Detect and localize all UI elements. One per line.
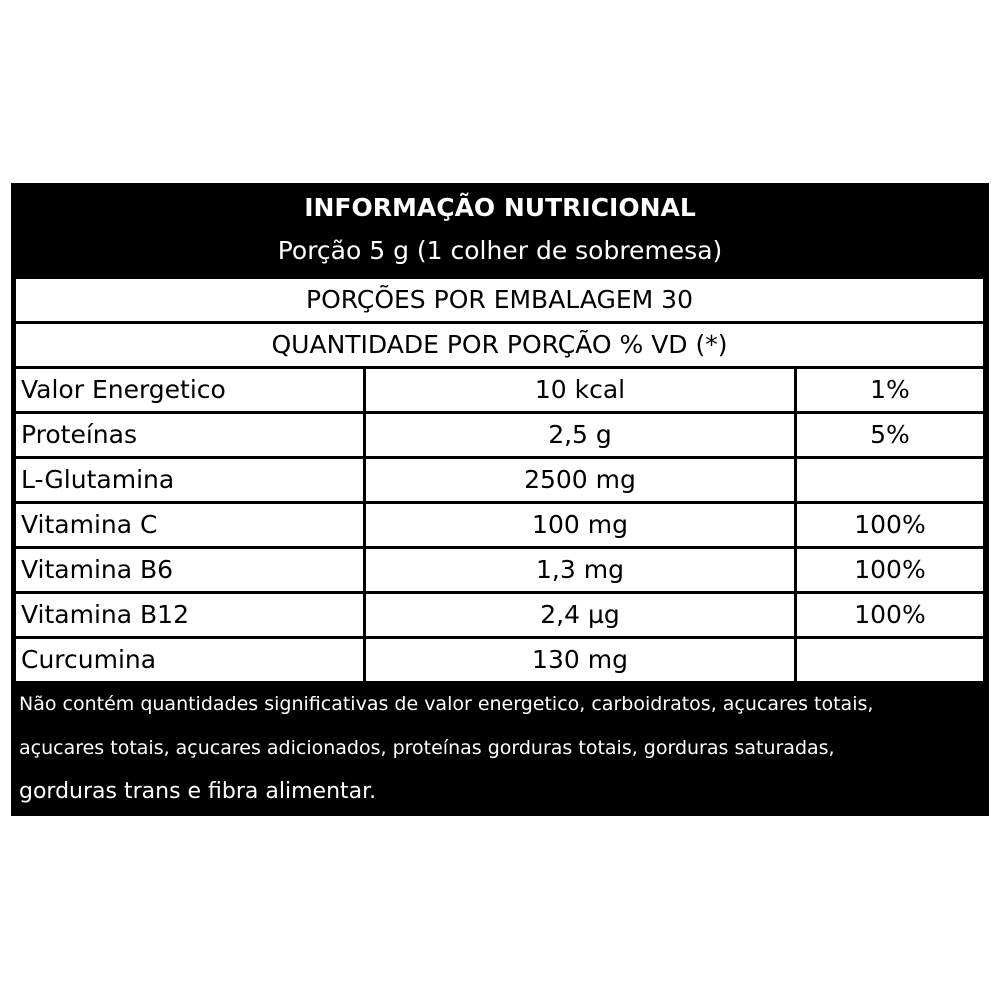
nutrient-quantity: 1,3 mg (366, 549, 794, 591)
table-row: Valor Energetico 10 kcal 1% (16, 369, 983, 411)
nutrient-name: Curcumina (16, 639, 363, 681)
nutrient-daily-value (797, 459, 983, 501)
footnote-line: açucares totais, açucares adicionados, p… (19, 737, 835, 759)
table-row: L-Glutamina 2500 mg (16, 459, 983, 501)
label-header: INFORMAÇÃO NUTRICIONAL Porção 5 g (1 col… (11, 183, 989, 275)
nutrient-quantity: 130 mg (366, 639, 794, 681)
nutrient-daily-value: 5% (797, 414, 983, 456)
table-row: Proteínas 2,5 g 5% (16, 414, 983, 456)
nutrient-name: Vitamina B12 (16, 594, 363, 636)
nutrient-quantity: 2500 mg (366, 459, 794, 501)
table-row: Vitamina B12 2,4 µg 100% (16, 594, 983, 636)
quantity-header: QUANTIDADE POR PORÇÃO % VD (*) (16, 324, 983, 366)
table-row: Vitamina C 100 mg 100% (16, 504, 983, 546)
nutrient-name: Valor Energetico (16, 369, 363, 411)
nutrient-quantity: 2,5 g (366, 414, 794, 456)
label-title: INFORMAÇÃO NUTRICIONAL (304, 193, 696, 222)
nutrient-daily-value: 100% (797, 504, 983, 546)
nutrient-name: Vitamina B6 (16, 549, 363, 591)
nutrient-name: Proteínas (16, 414, 363, 456)
nutrient-name: L-Glutamina (16, 459, 363, 501)
servings-per-package: PORÇÕES POR EMBALAGEM 30 (16, 279, 983, 321)
footnote-line: gorduras trans e fibra alimentar. (19, 779, 377, 804)
nutrient-quantity: 10 kcal (366, 369, 794, 411)
nutrient-daily-value: 100% (797, 594, 983, 636)
footnote-line: Não contém quantidades significativas de… (19, 693, 874, 715)
nutrient-quantity: 2,4 µg (366, 594, 794, 636)
nutrient-daily-value (797, 639, 983, 681)
nutrient-name: Vitamina C (16, 504, 363, 546)
portion-size: Porção 5 g (1 colher de sobremesa) (277, 236, 723, 265)
nutrition-facts-label: INFORMAÇÃO NUTRICIONAL Porção 5 g (1 col… (11, 183, 989, 816)
nutrient-daily-value: 100% (797, 549, 983, 591)
nutrient-daily-value: 1% (797, 369, 983, 411)
table-row: Curcumina 130 mg (16, 639, 983, 681)
nutrient-quantity: 100 mg (366, 504, 794, 546)
table-row: Vitamina B6 1,3 mg 100% (16, 549, 983, 591)
